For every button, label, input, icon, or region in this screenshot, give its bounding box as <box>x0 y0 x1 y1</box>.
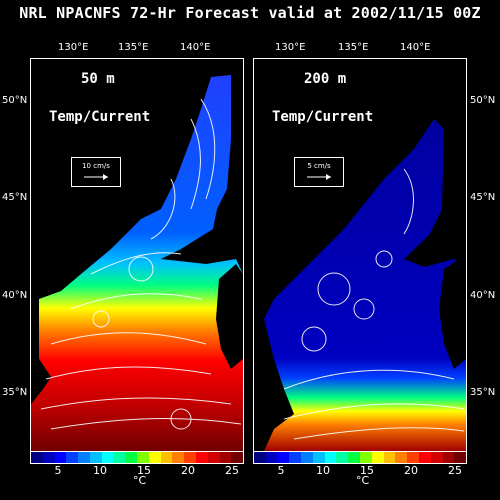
colorbar-swatch <box>418 452 431 463</box>
lon-label-140-right: 140°E <box>400 42 431 53</box>
colorbar-swatch <box>407 452 419 463</box>
colorbar-swatch <box>101 452 114 463</box>
colorbar-swatch <box>301 452 313 463</box>
colorbar-swatch <box>383 452 396 463</box>
reference-arrow-icon <box>307 174 331 180</box>
colorbar-swatch <box>360 452 372 463</box>
colorbar-swatch <box>89 452 102 463</box>
lon-label-130-left: 130°E <box>58 42 89 53</box>
colorbar-swatch <box>148 452 161 463</box>
colorbar-swatch <box>312 452 325 463</box>
temperature-field-200m <box>264 119 466 451</box>
map-panel-50m: 50 m Temp/Current 10 cm/s <box>30 58 244 452</box>
colorbar-swatch <box>137 452 149 463</box>
reference-arrow-icon <box>84 174 108 180</box>
variable-label-50m: Temp/Current <box>49 109 151 125</box>
lon-label-140-left: 140°E <box>180 42 211 53</box>
colorbar-unit-200m: °C <box>356 474 370 487</box>
colorbar-swatch <box>160 452 173 463</box>
colorbar-swatch <box>125 452 138 463</box>
lat-label-45-right: 45°N <box>470 192 496 203</box>
lat-label-45-left: 45°N <box>2 192 28 203</box>
colorbar-swatch <box>42 452 55 463</box>
temperature-field-50m <box>31 75 243 451</box>
reference-vector-box-50m: 10 cm/s <box>71 157 121 187</box>
colorbar-tick: 5 <box>54 464 62 477</box>
lat-label-50-right: 50°N <box>470 95 496 106</box>
colorbar-swatch <box>184 452 196 463</box>
colorbar-swatch <box>54 452 67 463</box>
colorbar-swatch <box>113 452 126 463</box>
colorbar-tick: 20 <box>181 464 195 477</box>
reference-vector-label-50m: 10 cm/s <box>82 162 110 170</box>
colorbar-tick: 5 <box>277 464 285 477</box>
colorbar-swatch <box>454 452 467 463</box>
colorbar-tick: 20 <box>404 464 418 477</box>
lon-label-135-left: 135°E <box>118 42 149 53</box>
colorbar-swatch <box>78 452 90 463</box>
colorbar-swatch <box>336 452 349 463</box>
colorbar-swatch <box>219 452 232 463</box>
colorbar-50m <box>30 451 244 464</box>
colorbar-swatch <box>348 452 361 463</box>
colorbar-swatch <box>31 452 43 463</box>
reference-vector-label-200m: 5 cm/s <box>307 162 331 170</box>
colorbar-swatch <box>195 452 208 463</box>
colorbar-swatch <box>430 452 443 463</box>
colorbar-tick: 15 <box>137 464 151 477</box>
map-title: NRL NPACNFS 72-Hr Forecast valid at 2002… <box>19 4 481 22</box>
lat-label-40-left: 40°N <box>2 290 28 301</box>
colorbar-swatch <box>172 452 185 463</box>
colorbar-swatch <box>254 452 266 463</box>
lon-label-135-right: 135°E <box>338 42 369 53</box>
colorbar-swatch <box>371 452 384 463</box>
depth-label-50m: 50 m <box>81 71 115 87</box>
colorbar-swatch <box>289 452 302 463</box>
colorbar-tick: 25 <box>448 464 462 477</box>
colorbar-swatch <box>265 452 278 463</box>
map-panel-200m: 200 m Temp/Current 5 cm/s <box>253 58 467 452</box>
lat-label-40-right: 40°N <box>470 290 496 301</box>
colorbar-swatch <box>442 452 455 463</box>
colorbar-tick: 25 <box>225 464 239 477</box>
colorbar-swatch <box>277 452 290 463</box>
colorbar-tick: 15 <box>360 464 374 477</box>
colorbar-tick: 10 <box>316 464 330 477</box>
variable-label-200m: Temp/Current <box>272 109 374 125</box>
reference-vector-box-200m: 5 cm/s <box>294 157 344 187</box>
colorbar-swatch <box>231 452 244 463</box>
colorbar-unit-50m: °C <box>133 474 147 487</box>
lon-label-130-right: 130°E <box>275 42 306 53</box>
lat-label-35-left: 35°N <box>2 387 28 398</box>
colorbar-tick: 10 <box>93 464 107 477</box>
colorbar-swatch <box>207 452 220 463</box>
colorbar-swatch <box>395 452 408 463</box>
lat-label-35-right: 35°N <box>470 387 496 398</box>
lat-label-50-left: 50°N <box>2 95 28 106</box>
colorbar-200m <box>253 451 467 464</box>
depth-label-200m: 200 m <box>304 71 347 87</box>
colorbar-swatch <box>324 452 337 463</box>
colorbar-swatch <box>66 452 79 463</box>
